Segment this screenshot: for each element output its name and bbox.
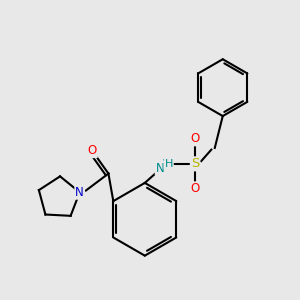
Text: S: S: [191, 158, 199, 170]
Text: O: O: [190, 132, 200, 146]
Text: H: H: [162, 159, 170, 169]
Text: O: O: [88, 144, 97, 157]
Text: N: N: [156, 161, 164, 175]
Text: O: O: [190, 182, 200, 195]
Text: H: H: [164, 159, 173, 169]
Text: N: N: [75, 186, 84, 199]
